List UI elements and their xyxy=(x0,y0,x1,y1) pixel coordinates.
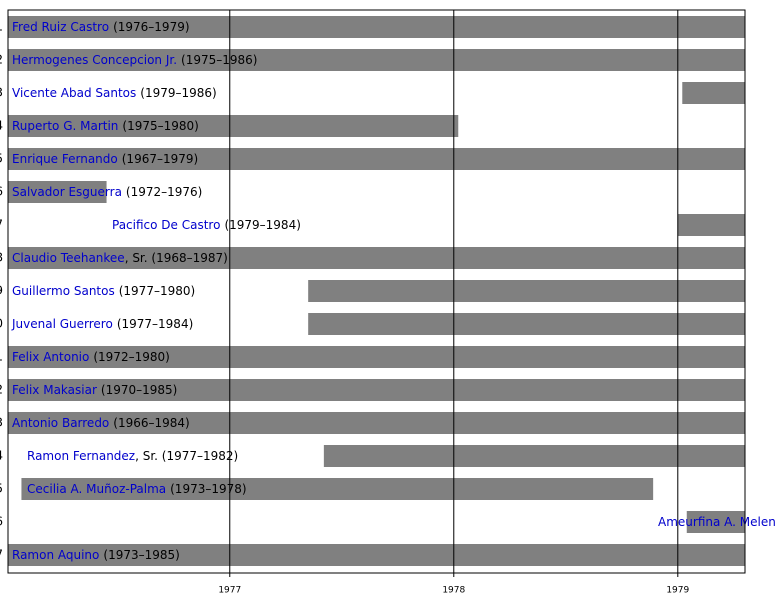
term-years: (1976–1979) xyxy=(113,20,189,34)
row-number: 12 xyxy=(0,383,3,397)
person-name: Ameurfina A. Melenc xyxy=(658,515,775,529)
person-name: Juvenal Guerrero xyxy=(11,317,113,331)
row-number: 11 xyxy=(0,350,3,364)
term-years: (1972–1980) xyxy=(93,350,169,364)
bar xyxy=(686,511,745,533)
bar xyxy=(8,346,745,368)
row-label: Pacifico De Castro (1979–1984) xyxy=(112,218,301,232)
bar xyxy=(8,412,745,434)
row-number: 16 xyxy=(0,515,3,529)
plot-frame xyxy=(7,9,746,574)
bar xyxy=(323,445,745,467)
row-label: Fred Ruiz Castro (1976–1979) xyxy=(12,20,190,34)
row-label: Juvenal Guerrero (1977–1984) xyxy=(11,317,193,331)
row-number: 10 xyxy=(0,317,3,331)
bar xyxy=(21,478,654,500)
person-name: Claudio Teehankee xyxy=(12,251,125,265)
row-label: Salvador Esguerra (1972–1976) xyxy=(12,185,202,199)
person-name: Felix Makasiar xyxy=(12,383,97,397)
term-years: (1970–1985) xyxy=(101,383,177,397)
row-label: Felix Antonio (1972–1980) xyxy=(12,350,170,364)
term-years: (1966–1984) xyxy=(113,416,189,430)
person-name: Ruperto G. Martin xyxy=(12,119,118,133)
term-years: , Sr. (1977–1982) xyxy=(135,449,238,463)
term-years: , Sr. (1968–1987) xyxy=(125,251,228,265)
person-name: Guillermo Santos xyxy=(12,284,115,298)
row-label: Claudio Teehankee, Sr. (1968–1987) xyxy=(12,251,228,265)
row-label: Vicente Abad Santos (1979–1986) xyxy=(12,86,217,100)
row-number: 2 xyxy=(0,53,3,67)
bar xyxy=(8,379,745,401)
row-number: 13 xyxy=(0,416,3,430)
person-name: Pacifico De Castro xyxy=(112,218,220,232)
row-label: Hermogenes Concepcion Jr. (1975–1986) xyxy=(12,53,257,67)
person-name: Fred Ruiz Castro xyxy=(12,20,109,34)
row-label: Felix Makasiar (1970–1985) xyxy=(12,383,177,397)
row-number: 4 xyxy=(0,119,3,133)
person-name: Ramon Fernandez xyxy=(27,449,135,463)
bar xyxy=(8,544,745,566)
row-number: 8 xyxy=(0,251,3,265)
row-label: Ramon Fernandez, Sr. (1977–1982) xyxy=(27,449,238,463)
term-years: (1973–1978) xyxy=(170,482,246,496)
row-label: Cecilia A. Muñoz-Palma (1973–1978) xyxy=(27,482,247,496)
row-label: Antonio Barredo (1966–1984) xyxy=(12,416,190,430)
person-name: Ramon Aquino xyxy=(12,548,99,562)
bar xyxy=(308,313,745,335)
term-years: (1972–1976) xyxy=(126,185,202,199)
x-tick-label: 1979 xyxy=(666,586,689,595)
bar xyxy=(8,115,459,137)
bar xyxy=(8,148,745,170)
row-label: Ramon Aquino (1973–1985) xyxy=(12,548,180,562)
bar xyxy=(677,214,745,236)
term-years: (1977–1984) xyxy=(117,317,193,331)
row-number: 3 xyxy=(0,86,3,100)
row-number: 1 xyxy=(0,20,3,34)
row-number: 17 xyxy=(0,548,3,562)
row-label: Guillermo Santos (1977–1980) xyxy=(12,284,195,298)
row-number: 5 xyxy=(0,152,3,166)
row-label: Ruperto G. Martin (1975–1980) xyxy=(12,119,199,133)
term-years: (1967–1979) xyxy=(122,152,198,166)
term-years: (1977–1980) xyxy=(119,284,195,298)
bar xyxy=(8,49,745,71)
bar xyxy=(308,280,745,302)
person-name: Antonio Barredo xyxy=(12,416,109,430)
term-years: (1979–1986) xyxy=(140,86,216,100)
term-years: (1979–1984) xyxy=(224,218,300,232)
row-number: 7 xyxy=(0,218,3,232)
bar xyxy=(8,181,107,203)
person-name: Enrique Fernando xyxy=(12,152,118,166)
bar xyxy=(8,247,745,269)
row-number: 14 xyxy=(0,449,3,463)
person-name: Vicente Abad Santos xyxy=(12,86,136,100)
x-tick-label: 1978 xyxy=(442,586,465,595)
person-name: Felix Antonio xyxy=(12,350,89,364)
row-number: 6 xyxy=(0,185,3,199)
bar xyxy=(8,16,745,38)
person-name: Salvador Esguerra xyxy=(12,185,122,199)
row-label: Ameurfina A. Melenc xyxy=(658,515,775,529)
person-name: Hermogenes Concepcion Jr. xyxy=(12,53,177,67)
row-number: 9 xyxy=(0,284,3,298)
x-tick-label: 1977 xyxy=(218,586,241,595)
term-years: (1975–1986) xyxy=(181,53,257,67)
row-number: 15 xyxy=(0,482,3,496)
person-name: Cecilia A. Muñoz-Palma xyxy=(27,482,166,496)
row-label: Enrique Fernando (1967–1979) xyxy=(12,152,198,166)
term-years: (1975–1980) xyxy=(122,119,198,133)
term-years: (1973–1985) xyxy=(103,548,179,562)
bar xyxy=(682,82,745,104)
